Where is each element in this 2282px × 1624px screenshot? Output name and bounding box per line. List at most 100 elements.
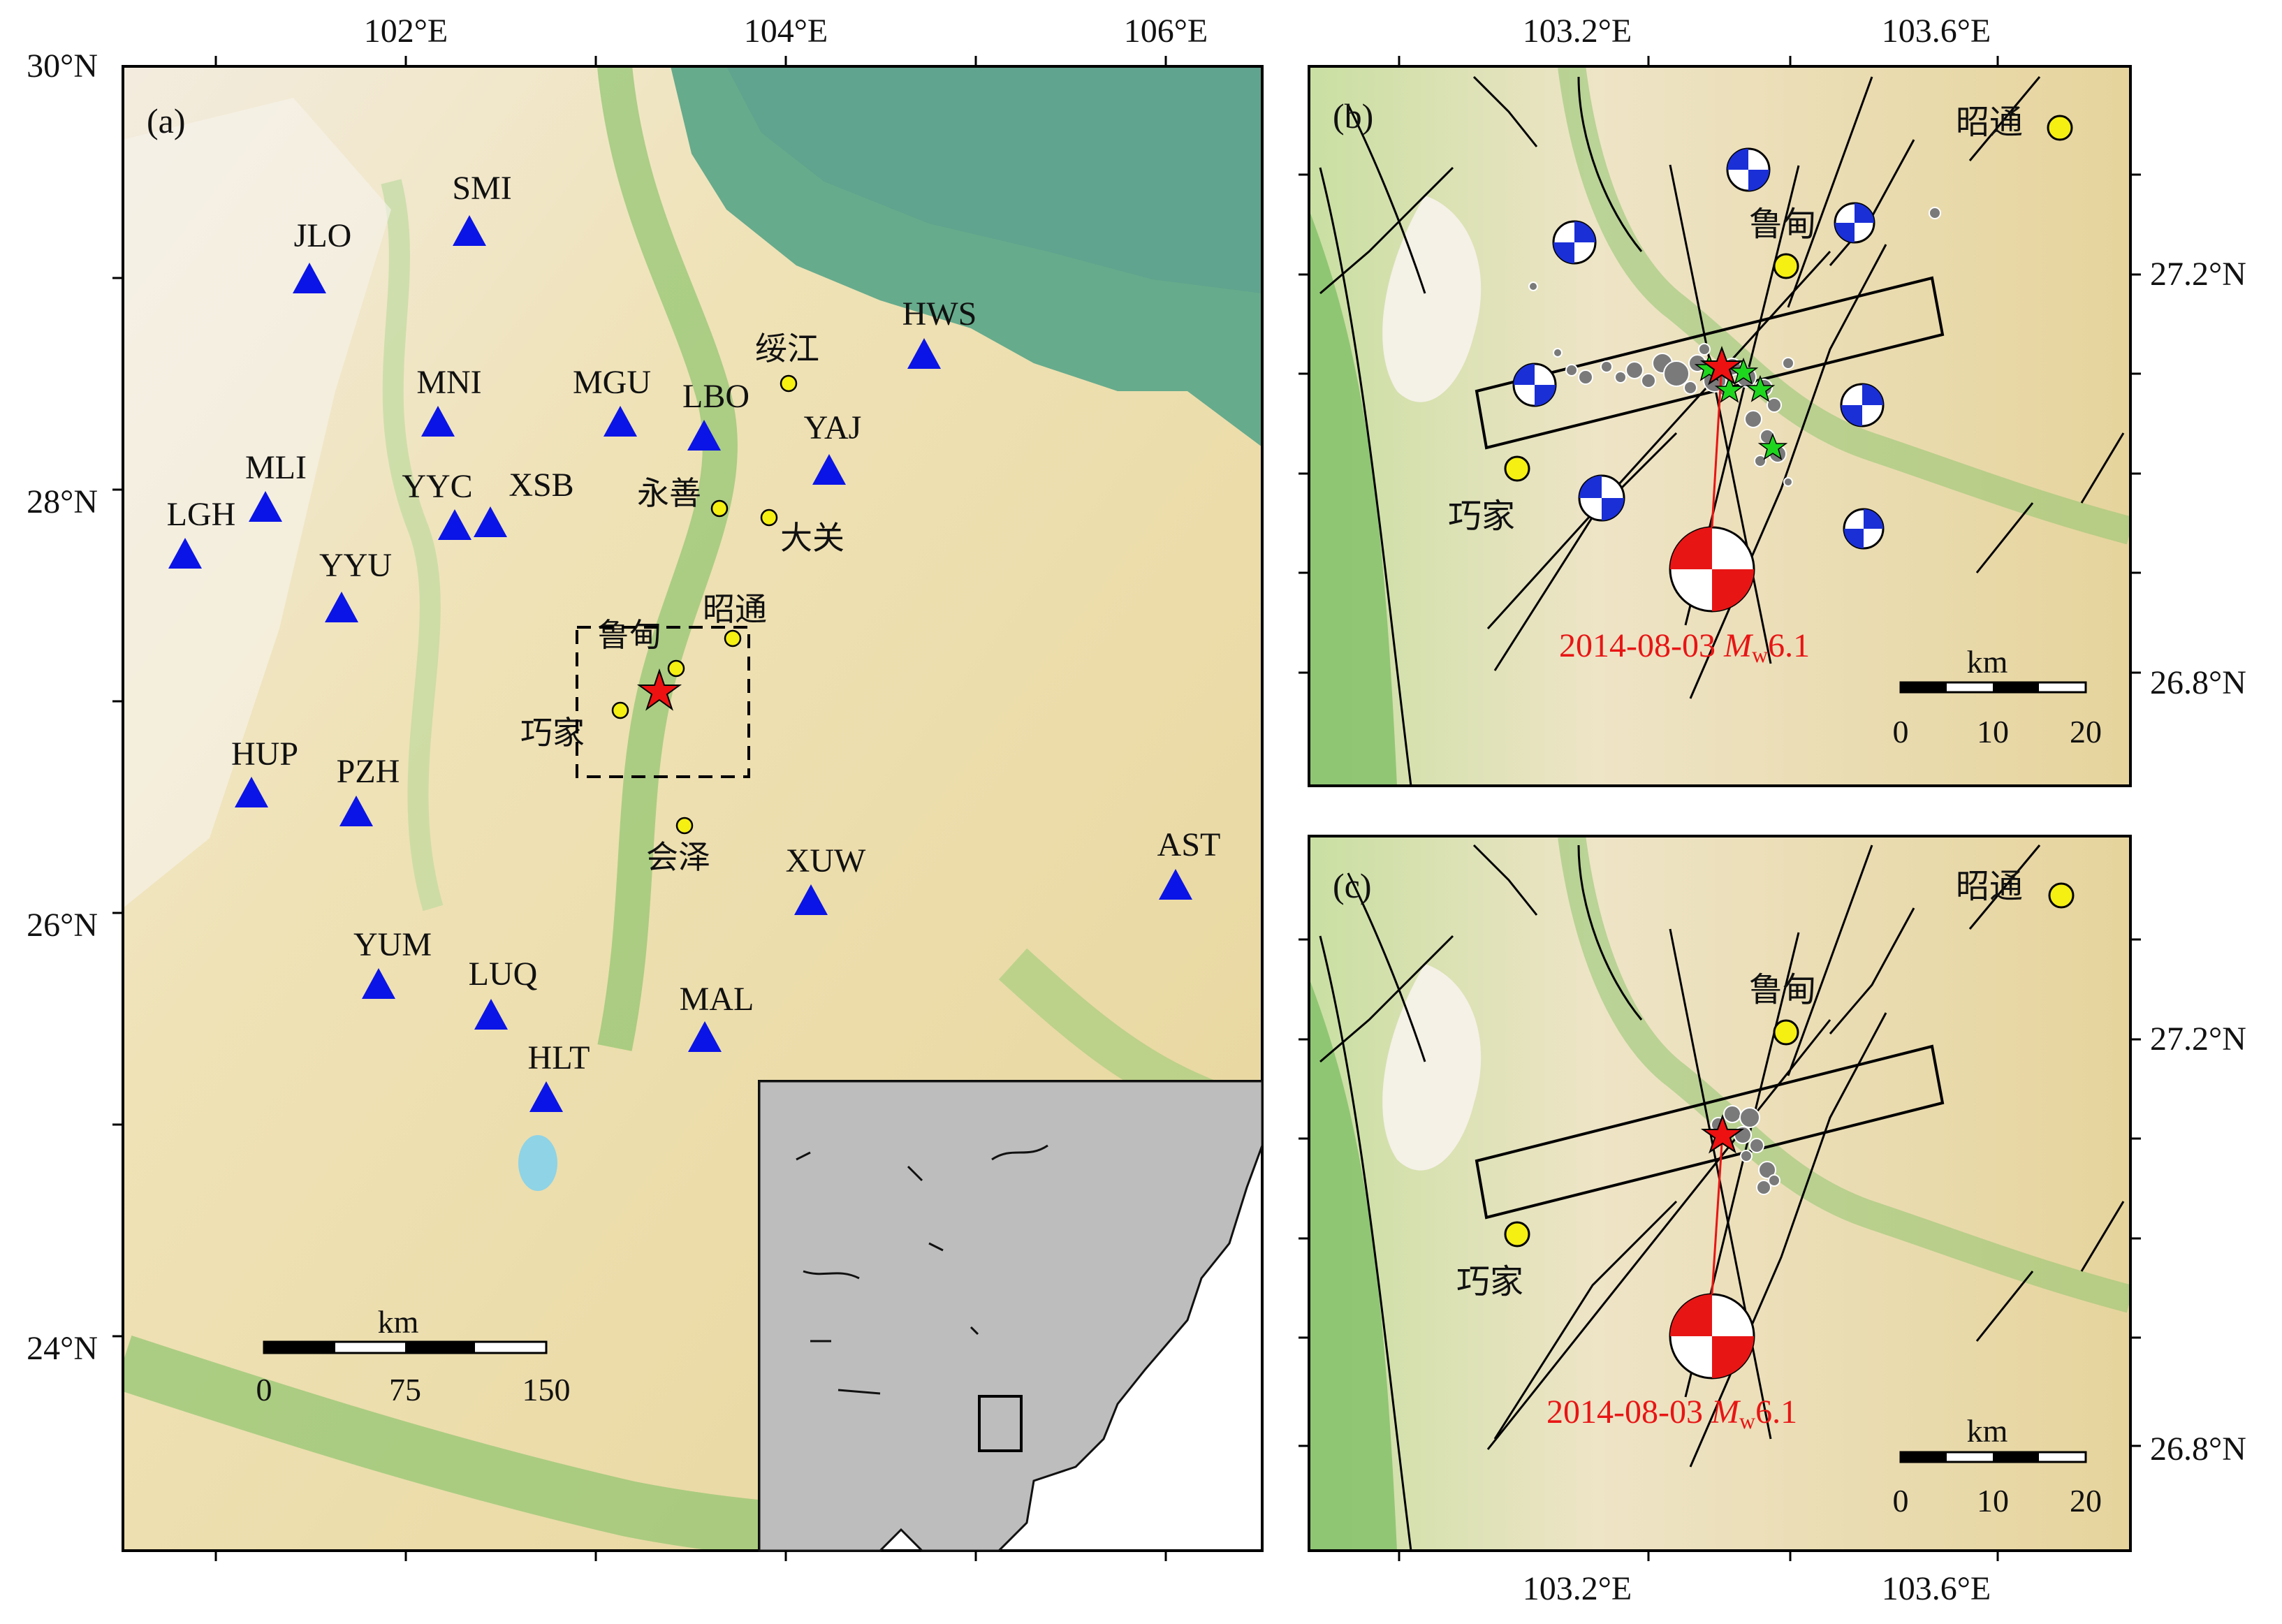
town-label-b-zhaotong: 昭通: [1956, 103, 2023, 142]
beachball-b-5: [1840, 383, 1885, 427]
station-label-mal: MAL: [680, 981, 754, 1018]
station-label-lbo: LBO: [682, 378, 749, 415]
lat-tick-28: 28°N: [27, 483, 98, 520]
study-area-box: [576, 626, 750, 778]
town-label-ludian: 鲁甸: [597, 616, 661, 654]
scale-tick-a-2: 150: [522, 1372, 571, 1407]
focal-mechanisms-b: [1512, 147, 1885, 613]
scale-tick-c-0: 0: [1893, 1483, 1909, 1519]
lat-tick-c-26-8: 26.8°N: [2150, 1431, 2246, 1468]
inset-location-box: [978, 1395, 1023, 1452]
town-marker-daguan: [760, 509, 778, 527]
scale-bar-a: km 0 75 150: [256, 1304, 571, 1407]
town-marker-ludian: [667, 659, 685, 678]
panel-a-ticks: [112, 56, 1167, 1338]
epicenter-star-a: [636, 668, 682, 711]
town-marker-b-qiaojia: [1504, 455, 1530, 482]
panel-c-label: (c): [1333, 866, 1372, 905]
lon-tick-c-103-6: 103.6°E: [1882, 1570, 1991, 1607]
beachball-b-6: [1578, 474, 1625, 522]
beachball-b-1: [1552, 220, 1597, 265]
panel-a: 102°E 104°E 106°E 30°N 28°N 26°N 24°N (a…: [27, 13, 1264, 1552]
panel-b-label: (b): [1333, 96, 1373, 136]
station-label-jlo: JLO: [294, 217, 352, 254]
lat-tick-26: 26°N: [27, 907, 98, 944]
station-label-mni: MNI: [416, 364, 481, 401]
beachball-b-3: [1834, 202, 1875, 244]
town-label-zhaotong: 昭通: [703, 590, 767, 628]
station-label-yyc: YYC: [402, 468, 472, 505]
town-label-qiaojia: 巧家: [520, 714, 585, 752]
beachball-b-7: [1843, 508, 1885, 550]
event-label-b: 2014-08-03 Mw6.1: [1559, 627, 1810, 667]
town-label-b-qiaojia: 巧家: [1448, 497, 1515, 536]
station-label-xuw: XUW: [786, 842, 866, 879]
lon-tick-106: 106°E: [1124, 13, 1208, 50]
scale-unit-b: km: [1967, 644, 2008, 680]
town-label-huize: 会泽: [646, 838, 710, 876]
station-label-ast: AST: [1157, 826, 1221, 863]
scale-tick-b-2: 20: [2070, 714, 2102, 749]
scale-bar-c: km 0 10 20: [1893, 1413, 2102, 1519]
town-marker-qiaojia: [611, 701, 629, 719]
main-event-leader-c: [1711, 1132, 1724, 1295]
beachball-c-main: [1669, 1293, 1755, 1380]
scale-tick-b-0: 0: [1893, 714, 1909, 749]
town-label-c-ludian: 鲁甸: [1749, 970, 1816, 1009]
panel-c: 昭通 鲁甸 巧家 2014-08-03 Mw6.1 km 0 10 20 103…: [1299, 835, 2246, 1607]
panel-c-frame: [1308, 835, 2132, 1552]
panel-a-frame: [122, 65, 1264, 1552]
panel-a-bottom-ticks: [214, 1551, 1167, 1561]
panel-b-ticks: [1299, 56, 2141, 674]
town-layer: [611, 374, 798, 835]
station-label-hlt: HLT: [528, 1039, 590, 1076]
scale-unit-c: km: [1967, 1413, 2008, 1449]
station-label-mli: MLI: [245, 449, 307, 486]
town-marker-yongshan: [710, 499, 729, 518]
station-label-pzh: PZH: [337, 753, 400, 790]
lat-tick-b-27-2: 27.2°N: [2150, 256, 2246, 293]
scale-tick-c-2: 20: [2070, 1483, 2102, 1519]
panel-b-frame: [1308, 65, 2132, 787]
lat-tick-24: 24°N: [27, 1330, 98, 1367]
town-label-c-qiaojia: 巧家: [1456, 1262, 1523, 1301]
town-marker-b-ludian: [1773, 253, 1799, 279]
station-label-mgu: MGU: [573, 364, 651, 401]
station-labels: SMI JLO MNI MGU LBO HWS YAJ MLI LGH YYC …: [167, 170, 1221, 1076]
scale-bar-b: km 0 10 20: [1893, 644, 2102, 749]
town-marker-c-qiaojia: [1504, 1221, 1530, 1248]
lake: [518, 1135, 557, 1191]
town-marker-huize: [675, 817, 694, 835]
panel-b: 昭通 鲁甸 巧家 2014-08-03 Mw6.1 km 0 10 20 103…: [1299, 13, 2246, 787]
scale-tick-c-1: 10: [1977, 1483, 2009, 1519]
station-label-yyu: YYU: [319, 547, 392, 584]
lat-tick-b-26-8: 26.8°N: [2150, 664, 2246, 701]
panel-a-terrain: [123, 66, 1262, 1551]
panel-a-label: (a): [147, 101, 186, 140]
panel-c-terrain: [1309, 836, 2130, 1551]
epicenter-star-b: [1699, 346, 1744, 386]
station-label-yum: YUM: [353, 926, 432, 963]
panel-c-ticks: [1299, 938, 2141, 1561]
beachball-b-4: [1512, 363, 1557, 407]
station-label-yaj: YAJ: [804, 409, 862, 446]
inset-borders: [796, 1144, 1048, 1395]
inset-map: [758, 1080, 1264, 1552]
lon-tick-104: 104°E: [744, 13, 828, 50]
town-layer-b: [1504, 115, 2073, 482]
town-marker-b-zhaotong: [2047, 115, 2073, 141]
town-layer-c: [1504, 882, 2075, 1248]
beachball-b-main: [1669, 526, 1755, 613]
station-label-smi: SMI: [452, 170, 511, 207]
town-label-c-zhaotong: 昭通: [1956, 867, 2023, 906]
aftershocks-b: [1528, 207, 1941, 487]
town-label-suijiang: 绥江: [755, 330, 819, 367]
lon-tick-102: 102°E: [364, 13, 448, 50]
scale-tick-a-1: 75: [389, 1372, 421, 1407]
scale-tick-b-1: 10: [1977, 714, 2009, 749]
lat-tick-30: 30°N: [27, 47, 98, 85]
station-label-hws: HWS: [902, 295, 977, 332]
lon-tick-b-103-2: 103.2°E: [1523, 13, 1632, 50]
aftershocks-c: [1711, 1105, 1780, 1195]
scale-unit-a: km: [378, 1304, 419, 1340]
